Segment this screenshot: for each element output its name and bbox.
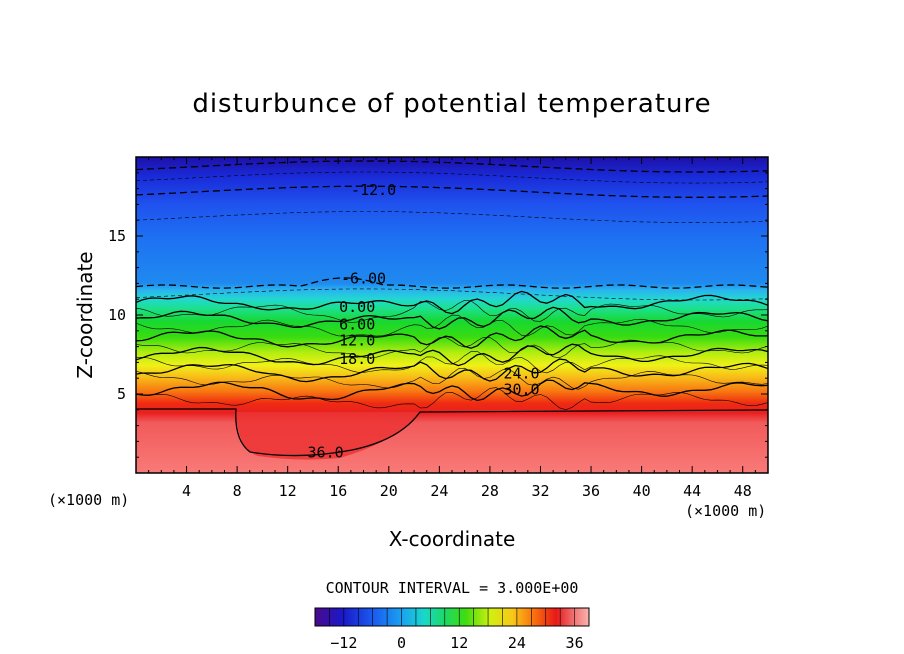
colorbar-tick-label: 24 <box>508 634 526 652</box>
x-tick-label: 40 <box>633 482 651 500</box>
x-tick-label: 24 <box>430 482 448 500</box>
x-tick-label: 4 <box>182 482 191 500</box>
contour-label-2: 0.00 <box>339 298 375 316</box>
contour-label-1: -6.00 <box>341 270 386 288</box>
x-tick-label: 16 <box>329 482 347 500</box>
colorbar-tick-label: 36 <box>566 634 584 652</box>
y-axis-ticks: 5 10 15 <box>108 172 768 458</box>
x-unit-left: (×1000 m) <box>48 491 129 509</box>
contour-line--18 <box>136 160 768 173</box>
x-tick-label: 36 <box>582 482 600 500</box>
contour-line-6 <box>136 306 768 330</box>
contour-interval-text: CONTOUR INTERVAL = 3.000E+00 <box>326 579 579 597</box>
colorbar <box>314 607 590 627</box>
contour-line--3 <box>136 288 768 301</box>
contour-line-9 <box>136 314 768 337</box>
contour-line-21 <box>136 351 768 374</box>
colorbar-ticks: −12 0 12 24 36 <box>329 608 584 652</box>
x-tick-label: 32 <box>531 482 549 500</box>
x-tick-label: 28 <box>481 482 499 500</box>
contour-line-12 <box>136 325 768 349</box>
x-axis-label: X-coordinate <box>389 527 516 551</box>
y-tick-label: 10 <box>108 306 126 324</box>
contour-lines <box>136 160 768 411</box>
contour-label-4: 12.0 <box>339 331 375 349</box>
x-axis-ticks: 4 8 12 16 20 24 28 32 36 40 44 48 <box>148 157 756 500</box>
x-tick-label: 48 <box>734 482 752 500</box>
contour-label-6: 24.0 <box>503 364 539 382</box>
x-unit-right: (×1000 m) <box>685 502 766 520</box>
warm-pool <box>236 412 420 460</box>
plot-field <box>136 157 768 473</box>
contour-line--12 <box>136 185 768 198</box>
contour-line-36 <box>136 408 768 457</box>
contour-line--15 <box>136 171 768 184</box>
chart-title: disturbunce of potential temperature <box>192 89 711 119</box>
contour-line--9 <box>136 211 768 223</box>
colorbar-tick-label: 0 <box>397 634 406 652</box>
y-tick-label: 15 <box>108 227 126 245</box>
contour-line-24 <box>136 358 768 383</box>
contour-line-30 <box>136 379 768 402</box>
contour-label-0: -12.0 <box>351 181 396 199</box>
contour-label-7: 30.0 <box>503 380 539 398</box>
contour-line-18 <box>136 343 768 367</box>
colorbar-tick-label: 12 <box>450 634 468 652</box>
contour-label-3: 6.00 <box>339 315 375 333</box>
colorbar-tick-label: −12 <box>330 634 357 652</box>
contour-line-3 <box>136 299 768 323</box>
x-tick-label: 20 <box>380 482 398 500</box>
x-tick-label: 12 <box>279 482 297 500</box>
contour-line-15 <box>136 336 768 359</box>
contour-line-27 <box>136 367 768 390</box>
contour-line--6 <box>136 277 768 289</box>
y-axis-label: Z-coordinate <box>73 251 97 378</box>
contour-label-5: 18.0 <box>339 350 375 368</box>
x-tick-label: 44 <box>683 482 701 500</box>
contour-line-33 <box>136 387 768 411</box>
x-tick-label: 8 <box>233 482 242 500</box>
y-tick-label: 5 <box>117 385 126 403</box>
contour-label-8: 36.0 <box>308 443 344 461</box>
contour-line-0 <box>136 290 768 315</box>
